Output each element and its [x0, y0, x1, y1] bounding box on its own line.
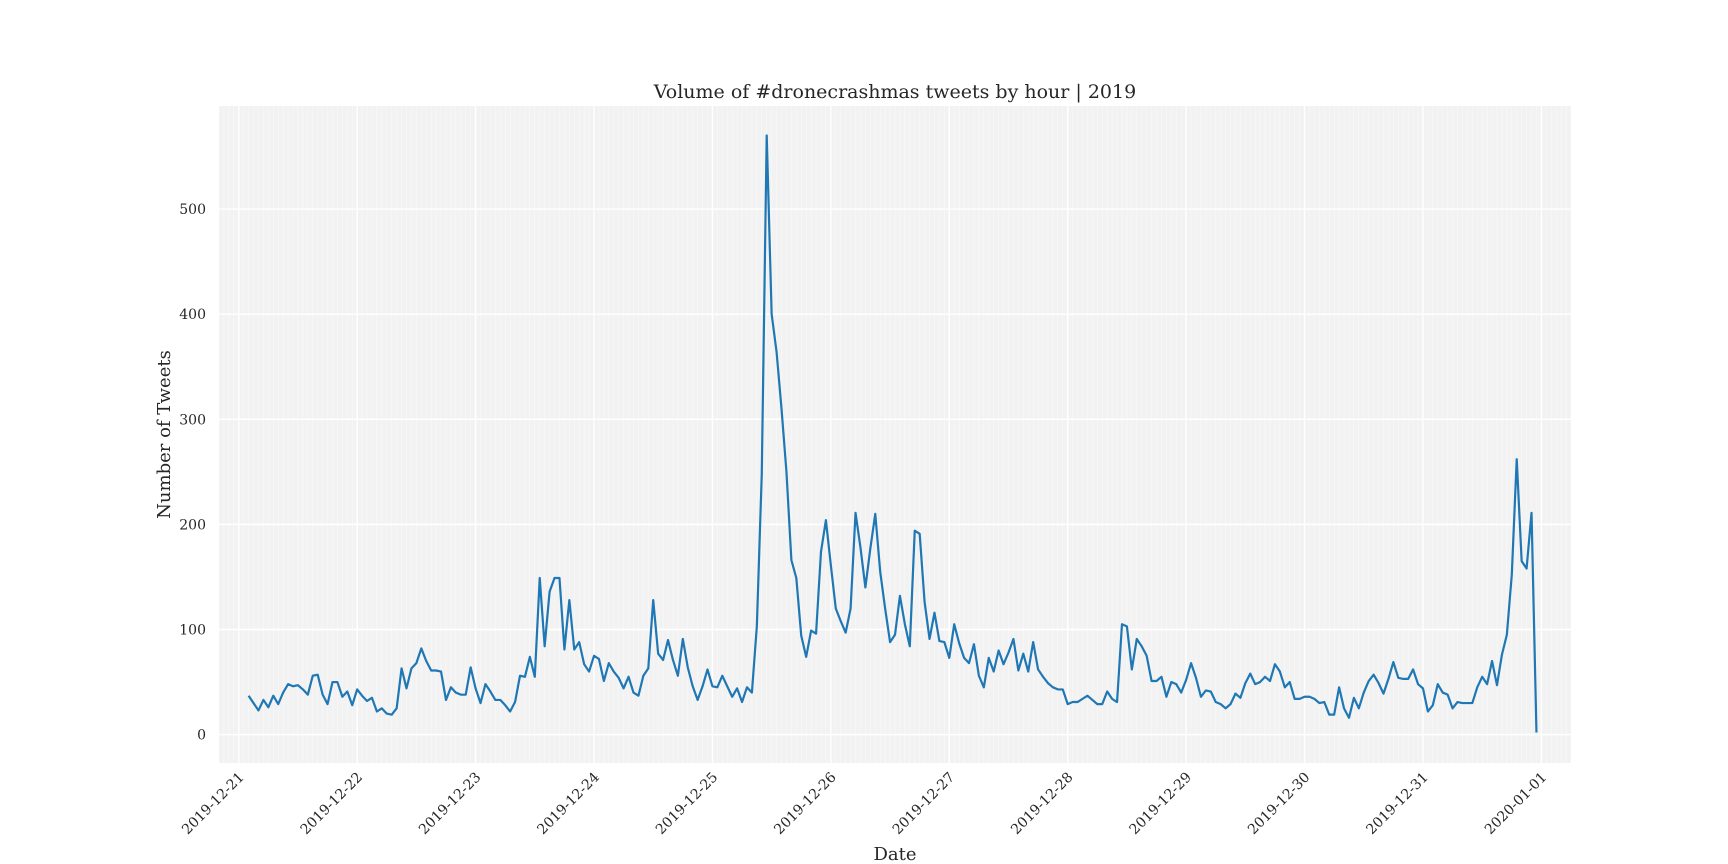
x-tick-label: 2019-12-28 — [1008, 770, 1076, 838]
y-tick-label: 0 — [197, 728, 206, 744]
x-tick-label: 2019-12-27 — [890, 770, 958, 838]
x-axis-title: Date — [873, 844, 916, 864]
series-line — [247, 134, 1538, 733]
major-grid — [219, 106, 1571, 763]
y-axis-title: Number of Tweets — [154, 350, 175, 519]
x-axis-ticks: 2019-12-21 2019-12-22 2019-12-23 2019-12-24… — [179, 769, 1550, 837]
x-tick-label: 2020-01-01 — [1482, 770, 1550, 838]
y-tick-label: 200 — [179, 517, 206, 533]
chart-title: Volume of #dronecrashmas tweets by hour … — [653, 81, 1136, 103]
x-tick-label: 2019-12-24 — [534, 769, 602, 837]
x-tick-label: 2019-12-21 — [179, 770, 247, 838]
x-tick-label: 2019-12-25 — [653, 770, 721, 838]
x-tick-label: 2019-12-22 — [298, 770, 366, 838]
x-tick-label: 2019-12-31 — [1363, 770, 1431, 838]
x-tick-label: 2019-12-30 — [1245, 770, 1313, 838]
y-tick-label: 500 — [179, 202, 206, 218]
y-tick-label: 300 — [179, 412, 206, 428]
y-tick-label: 400 — [179, 307, 206, 323]
y-tick-label: 100 — [179, 622, 206, 638]
minor-grid — [218, 106, 1572, 763]
y-axis-ticks: 0 100 200 300 400 500 — [179, 202, 206, 744]
x-tick-label: 2019-12-29 — [1127, 770, 1195, 838]
x-tick-label: 2019-12-23 — [416, 770, 484, 838]
x-tick-label: 2019-12-26 — [771, 769, 839, 837]
